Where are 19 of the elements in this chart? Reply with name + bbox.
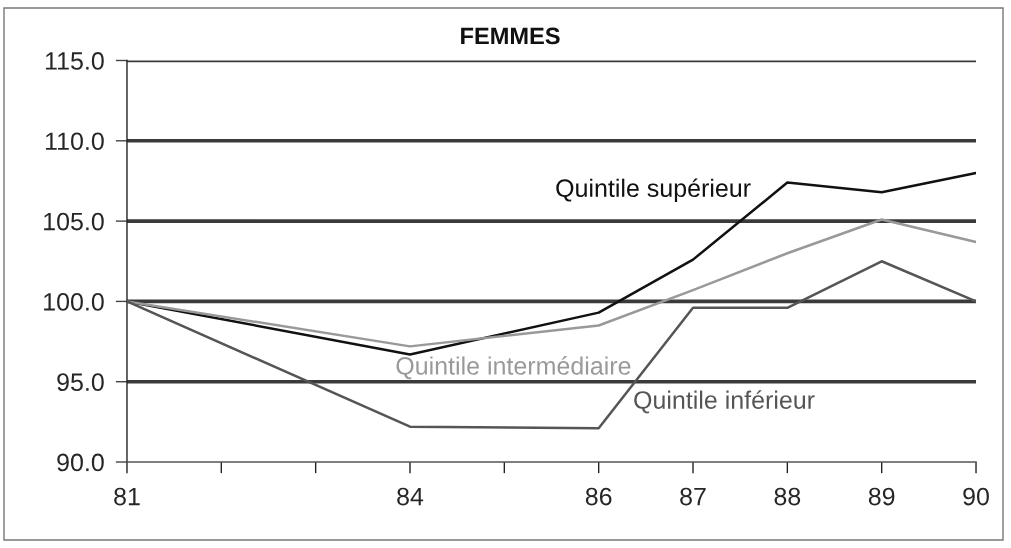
chart-title: FEMMES <box>461 27 560 45</box>
y-tick-label: 115.0 <box>45 52 104 70</box>
y-tick-label: 110.0 <box>45 132 104 151</box>
series-label: Quintile intermédiaire <box>396 356 631 380</box>
x-tick-label: 89 <box>868 487 895 506</box>
x-tick-label: 90 <box>963 487 989 506</box>
y-tick-label: 105.0 <box>44 212 104 231</box>
x-tick-label: 88 <box>774 487 801 506</box>
x-tick-label: 81 <box>114 487 140 506</box>
series-label: Quintile inférieur <box>634 390 815 414</box>
series-label: Quintile supérieur <box>556 178 751 202</box>
x-tick-label: 87 <box>680 487 706 506</box>
y-tick-label: 100.0 <box>44 293 104 311</box>
line-series <box>126 218 977 348</box>
y-tick-label: 90.0 <box>57 453 104 472</box>
x-tick-label: 84 <box>397 487 424 506</box>
line-series <box>126 260 977 430</box>
x-tick-label: 86 <box>585 487 612 506</box>
y-tick-label: 95.0 <box>57 373 104 392</box>
